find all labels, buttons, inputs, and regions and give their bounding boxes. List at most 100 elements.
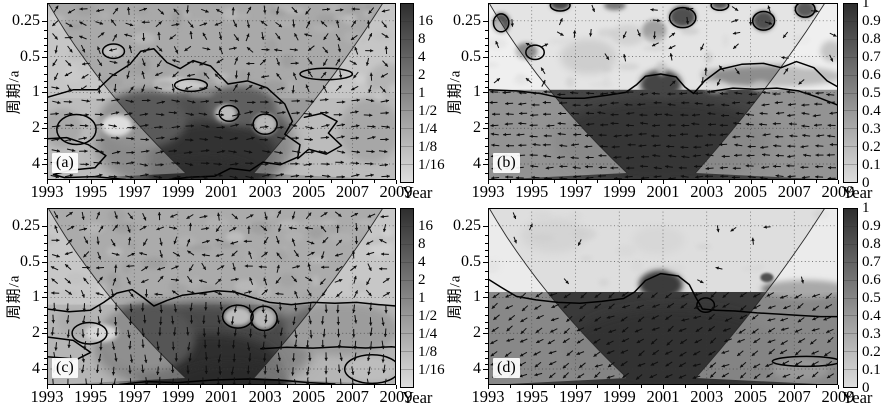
x-tick-label: 1993: [471, 387, 505, 406]
x-tick-mark: [794, 180, 796, 184]
phase-arrow-head: [740, 307, 744, 311]
phase-arrow-head: [745, 122, 749, 126]
phase-arrow-head: [525, 78, 530, 82]
phase-arrow-head: [680, 145, 684, 149]
phase-arrow-head: [638, 318, 642, 322]
phase-arrow-head: [54, 214, 58, 219]
phase-arrow-head: [520, 318, 524, 322]
phase-arrow: [352, 378, 354, 385]
phase-arrow-head: [815, 91, 819, 95]
phase-arrow-head: [542, 100, 546, 105]
y-tick-label: 1: [473, 83, 481, 101]
phase-arrow-head: [598, 165, 602, 170]
phase-arrow-head: [606, 315, 611, 319]
significance-contour: [47, 288, 396, 313]
significance-contour: [710, 87, 838, 106]
phase-arrow-head: [217, 359, 221, 363]
phase-arrow-head: [529, 223, 533, 228]
phase-arrow-head: [735, 111, 739, 116]
phase-arrow-head: [383, 24, 387, 28]
phase-arrow-head: [803, 91, 807, 95]
phase-arrow-head: [508, 317, 512, 321]
phase-arrow-head: [127, 281, 131, 285]
phase-arrow-head: [291, 238, 295, 242]
phase-arrow-head: [753, 305, 757, 309]
phase-arrow-head: [54, 347, 58, 351]
phase-arrow-head: [694, 101, 698, 106]
colorbar-tick-label: 0.7: [862, 49, 881, 65]
phase-arrow-head: [308, 162, 313, 167]
phase-arrow-head: [320, 281, 324, 285]
phase-arrow-head: [276, 264, 280, 269]
phase-arrow-head: [543, 90, 547, 94]
phase-arrow-head: [667, 304, 671, 308]
phase-arrow-head: [69, 173, 74, 178]
phase-arrow-head: [748, 22, 753, 26]
phase-arrow-head: [116, 150, 121, 154]
x-tick-mark: [90, 385, 92, 389]
phase-arrow-head: [310, 126, 314, 130]
colorbar-segment: [401, 164, 413, 183]
y-minor-tick: [485, 321, 488, 323]
phase-arrow-head: [218, 371, 222, 375]
phase-arrow-head: [800, 145, 804, 149]
colorbar-tick-label: 1: [418, 290, 426, 306]
phase-arrow-head: [323, 150, 328, 154]
phase-arrow-head: [216, 228, 220, 232]
x-tick-mark: [750, 180, 752, 184]
phase-arrow-head: [719, 65, 723, 69]
phase-arrow-head: [827, 134, 831, 138]
phase-arrow-head: [625, 90, 629, 94]
x-tick-mark: [396, 385, 397, 389]
phase-arrow-head: [351, 250, 356, 254]
phase-arrow-head: [355, 161, 360, 165]
colorbar-segment: [401, 92, 413, 111]
phase-arrow-head: [295, 61, 299, 65]
phase-arrow-head: [157, 63, 161, 68]
phase-arrow-head: [307, 263, 311, 267]
colorbar-segment: [844, 225, 857, 244]
phase-arrow-head: [383, 333, 388, 337]
phase-arrow-head: [694, 134, 698, 138]
phase-arrow-head: [495, 40, 499, 45]
phase-arrow-head: [800, 280, 805, 284]
phase-arrow-head: [551, 304, 555, 308]
y-minor-tick: [44, 86, 47, 88]
phase-arrow-head: [810, 341, 814, 345]
phase-arrow-head: [83, 136, 87, 140]
phase-arrow-head: [775, 135, 779, 139]
phase-arrow-head: [506, 327, 510, 332]
significance-contour-loop: [751, 10, 776, 31]
phase-arrow-head: [490, 132, 495, 136]
phase-arrow-head: [336, 58, 340, 63]
plot-border: [488, 3, 838, 180]
phase-arrow-head: [323, 62, 327, 66]
phase-arrow-head: [230, 371, 234, 376]
phase-arrow-head: [705, 153, 709, 157]
phase-arrow-head: [204, 370, 208, 374]
x-unit-label: Year: [402, 183, 433, 202]
phase-arrow-head: [620, 318, 625, 322]
colorbar-tick-label: 8: [418, 236, 426, 252]
phase-arrow-head: [97, 46, 101, 50]
phase-arrow-head: [84, 149, 88, 153]
phase-arrow-head: [369, 113, 373, 117]
phase-arrow-head: [170, 214, 174, 218]
phase-arrow-head: [639, 164, 644, 168]
phase-arrow-head: [64, 73, 69, 76]
colorbar-segment: [844, 243, 857, 262]
phase-arrow-head: [69, 212, 73, 216]
x-minor-tick: [597, 180, 599, 183]
phase-arrow-head: [80, 87, 84, 91]
phase-arrow-head: [173, 149, 177, 153]
phase-arrow-head: [204, 357, 208, 361]
phase-arrow-head: [707, 111, 711, 116]
phase-arrow-head: [84, 240, 88, 244]
phase-arrow-head: [740, 374, 744, 379]
phase-arrow-head: [127, 334, 131, 339]
phase-arrow-head: [763, 225, 767, 229]
x-minor-tick: [68, 180, 70, 183]
y-minor-tick: [485, 327, 488, 329]
phase-arrow-head: [753, 294, 757, 298]
phase-arrow-head: [338, 213, 342, 217]
